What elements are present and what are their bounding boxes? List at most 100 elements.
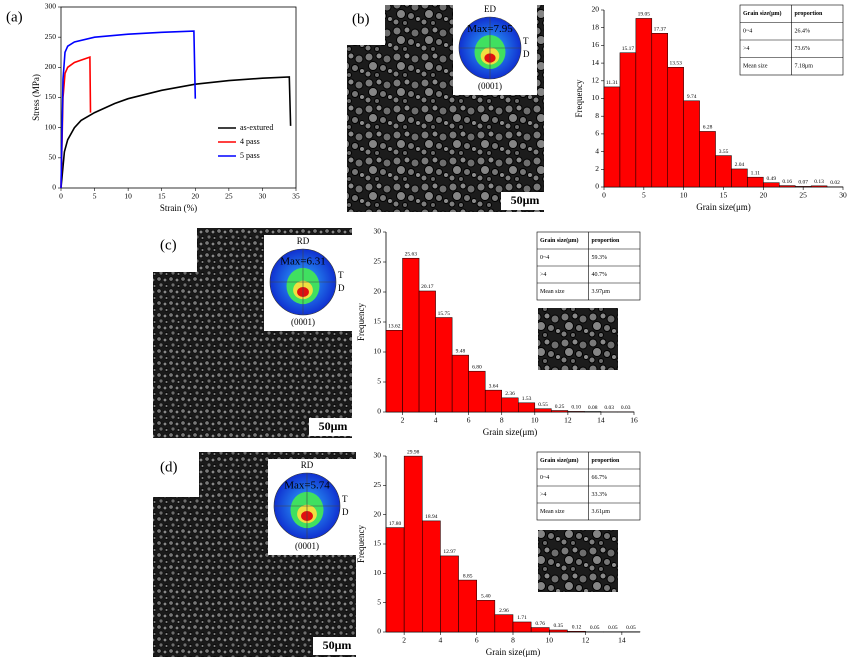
line-series (60, 76, 292, 189)
y-tick-label: 4 (595, 146, 599, 155)
value-label: 17.37 (654, 27, 667, 33)
x-tick-label: 15 (720, 191, 728, 200)
value-label: 0.07 (798, 180, 808, 186)
value-label: 0.05 (608, 625, 618, 631)
panel-label: (a) (6, 9, 23, 25)
y-tick-label: 30 (374, 227, 382, 236)
pole-figure-side: D (523, 49, 530, 59)
value-label: 13.53 (670, 61, 683, 67)
table-cell: 59.3% (592, 255, 608, 261)
value-label: 0.13 (814, 179, 824, 185)
y-tick-label: 8 (595, 111, 599, 120)
y-tick-label: 18 (592, 22, 600, 31)
y-tick-label: 16 (592, 40, 600, 49)
histogram-bar (468, 370, 486, 413)
y-tick-label: 20 (592, 5, 600, 14)
y-tick-label: 30 (374, 451, 382, 460)
value-label: 0.49 (766, 176, 776, 182)
y-tick-label: 15 (374, 317, 382, 326)
value-label: 0.10 (571, 405, 581, 411)
value-label: 0.55 (538, 402, 548, 408)
y-tick-label: 20 (374, 509, 382, 518)
table-header: proportion (592, 458, 621, 464)
histogram-bar (619, 52, 637, 188)
histogram-bar (747, 176, 764, 188)
x-tick-label: 10 (546, 636, 554, 645)
histogram-bar (567, 631, 586, 633)
pole-figure-direction: RD (301, 460, 314, 470)
histogram-bar (458, 579, 477, 633)
line-series (60, 30, 197, 189)
scale-bar-label: 50μm (319, 419, 348, 433)
scale-bar-label: 50μm (323, 638, 352, 652)
histogram-bar (549, 629, 568, 633)
value-label: 12.97 (443, 549, 456, 555)
micrograph-notch (153, 452, 199, 497)
x-tick-label: 35 (292, 192, 300, 201)
x-tick-label: 5 (642, 191, 646, 200)
x-tick-label: 14 (618, 636, 626, 645)
y-tick-label: 2 (595, 164, 599, 173)
y-tick-label: 50 (49, 153, 57, 162)
value-label: 19.05 (638, 12, 651, 18)
value-label: 0.16 (782, 179, 792, 185)
histogram-bar (731, 168, 748, 188)
histogram-bar (715, 155, 732, 188)
value-label: 3.55 (719, 149, 729, 155)
x-tick-label: 30 (259, 192, 267, 201)
x-tick-label: 20 (192, 192, 200, 201)
value-label: 6.28 (703, 125, 713, 131)
pole-figure-side: T (342, 494, 348, 504)
x-tick-label: 5 (93, 192, 97, 201)
x-tick-label: 12 (582, 636, 590, 645)
table-header: Grain size(μm) (743, 10, 782, 17)
x-axis-label: Strain (%) (160, 203, 197, 213)
y-tick-label: 15 (374, 539, 382, 548)
pole-figure-side: T (523, 36, 529, 46)
value-label: 20.17 (421, 284, 434, 290)
panel-label: (d) (160, 459, 178, 475)
y-axis-label: Stress (MPa) (31, 74, 41, 121)
pole-figure-max: Max=6.31 (280, 256, 326, 268)
histogram-bar (699, 131, 716, 188)
histogram-bar (476, 600, 496, 633)
y-tick-label: 0 (52, 183, 56, 192)
value-label: 0.12 (572, 625, 582, 631)
y-tick-label: 25 (374, 257, 382, 266)
value-label: 0.03 (621, 405, 631, 411)
y-tick-label: 150 (45, 92, 57, 101)
y-tick-label: 10 (592, 93, 600, 102)
value-label: 0.25 (555, 404, 565, 410)
y-tick-label: 5 (377, 597, 381, 606)
table-cell: 0~4 (540, 475, 549, 481)
value-label: 0.35 (554, 623, 564, 629)
x-axis-label: Grain size(μm) (696, 202, 751, 212)
histogram-bar (440, 555, 459, 633)
histogram-bar (403, 455, 423, 633)
x-tick-label: 4 (439, 636, 443, 645)
value-label: 2.96 (499, 608, 509, 614)
x-tick-label: 10 (531, 416, 539, 425)
value-label: 9.74 (687, 94, 697, 100)
histogram-bar (603, 86, 621, 188)
pole-figure-max: Max=5.74 (284, 480, 330, 492)
x-tick-label: 30 (839, 191, 847, 200)
value-label: 18.94 (425, 514, 438, 520)
table-cell: Mean size (540, 289, 565, 295)
value-label: 3.64 (489, 383, 499, 389)
value-label: 0.05 (590, 625, 600, 631)
x-tick-label: 4 (434, 416, 438, 425)
table-header: proportion (592, 238, 621, 244)
histogram-bar (385, 527, 405, 633)
table-cell: 33.3% (592, 492, 608, 498)
table-header: Grain size(μm) (540, 237, 579, 244)
histogram-bar (779, 185, 796, 188)
histogram-bar (518, 402, 536, 413)
table-cell: 73.6% (795, 46, 811, 52)
pole-figure-direction: ED (484, 4, 496, 14)
value-label: 0.03 (604, 405, 614, 411)
table-header: Grain size(μm) (540, 457, 579, 464)
y-tick-label: 300 (45, 2, 57, 11)
pole-figure-plane: (0001) (295, 541, 319, 551)
table-cell: >4 (540, 272, 546, 278)
